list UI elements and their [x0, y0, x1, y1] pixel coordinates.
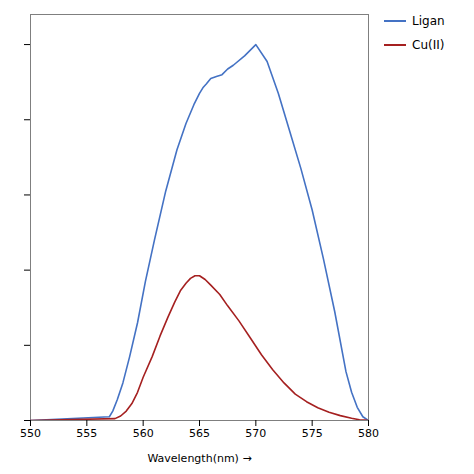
svg-text:565: 565 — [189, 427, 210, 440]
svg-text:560: 560 — [133, 427, 154, 440]
svg-text:Wavelength(nm) →: Wavelength(nm) → — [147, 452, 251, 465]
svg-text:575: 575 — [302, 427, 323, 440]
svg-text:555: 555 — [76, 427, 97, 440]
svg-text:550: 550 — [20, 427, 41, 440]
html-text:Ligan: Ligan — [412, 14, 445, 28]
svg-text:570: 570 — [245, 427, 266, 440]
html-text:Cu(II): Cu(II) — [412, 38, 445, 52]
svg-text:580: 580 — [358, 427, 379, 440]
